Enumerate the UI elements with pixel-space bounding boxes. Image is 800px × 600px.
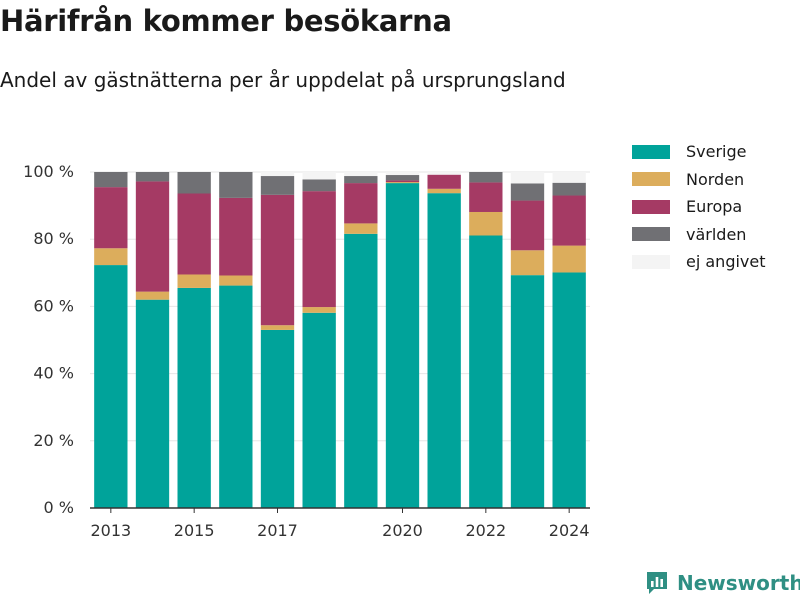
page-title: Härifrån kommer besökarna <box>0 4 452 38</box>
y-tick-label: 0 % <box>44 498 74 517</box>
bar-segment <box>260 194 295 326</box>
bar-segment <box>427 193 461 508</box>
bar-segment <box>385 183 420 508</box>
brand-name: Newsworthy <box>677 571 800 595</box>
bar-segment <box>552 182 586 196</box>
bar-segment <box>177 274 211 288</box>
newsworthy-logo-icon <box>647 572 667 594</box>
legend-label: världen <box>686 224 747 244</box>
bar-segment <box>135 172 170 182</box>
bar-segment <box>219 172 253 198</box>
bar-segment <box>302 179 336 192</box>
legend-item: Norden <box>632 166 766 194</box>
bar-segment <box>260 329 295 508</box>
bar-segment <box>469 211 503 236</box>
y-tick-label: 60 % <box>33 296 74 315</box>
bar-segment <box>344 176 378 184</box>
bar-segment <box>510 250 545 276</box>
page-subtitle: Andel av gästnätterna per år uppdelat på… <box>0 68 566 92</box>
bar-segment <box>219 197 253 276</box>
bar-segment <box>552 245 586 273</box>
bar-segment <box>94 172 128 188</box>
x-tick-label: 2013 <box>90 521 131 540</box>
bar-segment <box>344 172 378 177</box>
bar-segment <box>427 188 461 194</box>
legend-label: Europa <box>686 197 743 217</box>
bar-segment <box>260 176 295 195</box>
bar-segment <box>302 191 336 308</box>
legend-label: Sverige <box>686 142 747 162</box>
x-tick-label: 2022 <box>465 521 506 540</box>
legend-item: världen <box>632 221 766 249</box>
bar-segment <box>344 223 378 234</box>
bar-segment <box>94 187 128 249</box>
bar-segment <box>385 182 420 184</box>
bar-segment <box>510 172 545 184</box>
legend-label: ej angivet <box>686 252 766 272</box>
bar-segment <box>552 272 586 508</box>
bar-segment <box>135 299 170 508</box>
bar-segment <box>385 175 420 181</box>
y-tick-label: 20 % <box>33 431 74 450</box>
bar-segment <box>94 265 128 508</box>
legend-item: Europa <box>632 193 766 221</box>
legend-label: Norden <box>686 169 745 189</box>
bar-segment <box>385 172 420 176</box>
legend-swatch <box>632 227 670 242</box>
bar-segment <box>177 172 211 194</box>
x-tick-label: 2015 <box>174 521 215 540</box>
bar-segment <box>344 233 378 508</box>
legend-swatch <box>632 254 670 269</box>
bar-segment <box>302 172 336 180</box>
bar-segment <box>94 248 128 266</box>
legend-item: Sverige <box>632 138 766 166</box>
bar-segment <box>260 172 295 177</box>
y-tick-label: 40 % <box>33 364 74 383</box>
legend-swatch <box>632 144 670 159</box>
brand-logo: Newsworthy <box>645 570 800 596</box>
bar-segment <box>510 200 545 251</box>
bar-segment <box>552 172 586 183</box>
bar-segment <box>552 195 586 246</box>
y-tick-label: 80 % <box>33 229 74 248</box>
bar-segment <box>510 183 545 201</box>
bar-segment <box>469 172 503 183</box>
bar-segment <box>177 193 211 275</box>
bar-segment <box>302 307 336 313</box>
bar-segment <box>260 325 295 330</box>
x-tick-label: 2024 <box>549 521 590 540</box>
bar-segment <box>219 275 253 286</box>
bar-segment <box>135 181 170 292</box>
x-tick-label: 2020 <box>382 521 423 540</box>
legend-swatch <box>632 199 670 214</box>
bar-segment <box>510 275 545 508</box>
legend-swatch <box>632 172 670 187</box>
bar-segment <box>385 180 420 183</box>
bar-segment <box>302 312 336 508</box>
bar-segment <box>135 291 170 300</box>
bar-segment <box>427 172 461 175</box>
bar-segment <box>344 183 378 224</box>
bar-segment <box>469 182 503 212</box>
x-tick-label: 2017 <box>257 521 298 540</box>
y-tick-label: 100 % <box>23 162 74 181</box>
bar-segment <box>177 287 211 508</box>
chart-legend: Sverige Norden Europa världen ej angivet <box>632 138 766 276</box>
legend-item: ej angivet <box>632 248 766 276</box>
bar-segment <box>469 235 503 508</box>
bar-segment <box>427 174 461 189</box>
bar-segment <box>219 285 253 508</box>
